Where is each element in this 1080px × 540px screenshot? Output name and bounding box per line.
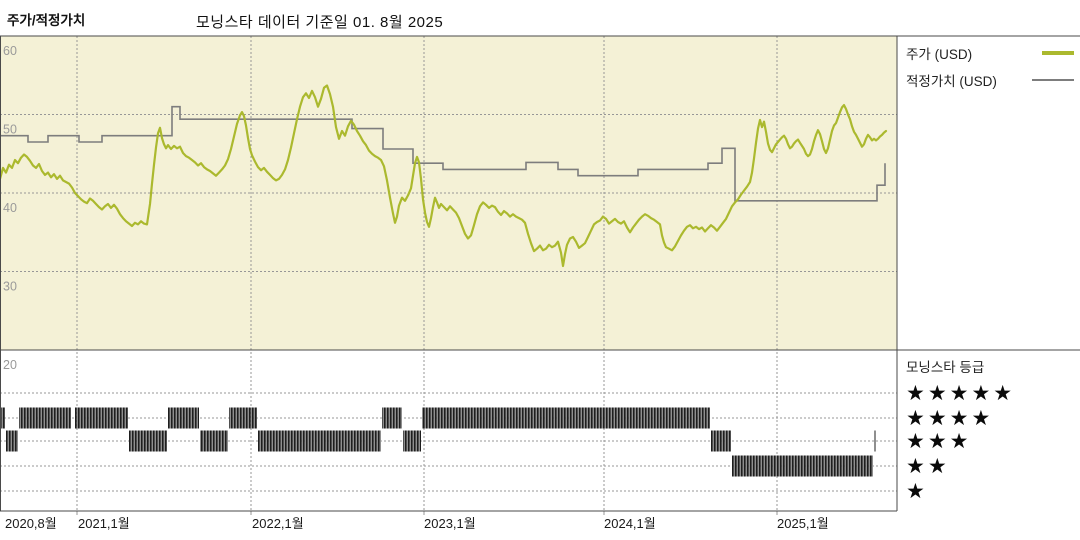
rating-segment-4star [168,407,199,429]
fair-value-line-swatch-icon [1032,78,1074,81]
svg-text:2025,1월: 2025,1월 [777,516,829,531]
rating-row-2-star: ★★ [906,455,950,478]
rating-segment-2star [732,455,873,477]
rating-single-tick [874,430,876,452]
svg-text:2020,8월: 2020,8월 [5,516,57,531]
rating-segment-4star [229,407,257,429]
rating-row-4-star: ★★★★ [906,407,994,430]
legend-price-label: 주가 (USD) [906,46,973,62]
svg-text:40: 40 [3,201,17,215]
data-as-of-title: 모닝스타 데이터 기준일 01. 8월 2025 [196,14,444,31]
rating-segment-4star [0,407,5,429]
rating-segment-3star [403,430,421,452]
rating-row-5-star: ★★★★★ [906,382,1016,405]
rating-segment-3star [6,430,18,452]
price-line-swatch-icon [1042,50,1074,55]
rating-segment-3star [129,430,167,452]
rating-segment-4star [422,407,710,429]
legend-item-price: 주가 (USD) [906,39,1074,66]
svg-text:20: 20 [3,358,17,372]
page-title: 주가/적정가치 [7,13,86,28]
rating-row-1-star: ★ [906,480,928,503]
svg-text:30: 30 [3,280,17,294]
svg-text:2021,1월: 2021,1월 [78,516,130,531]
legend-item-fair-value: 적정가치 (USD) [906,66,1074,93]
svg-text:2023,1월: 2023,1월 [424,516,476,531]
rating-segment-3star [258,430,381,452]
price-line [0,84,888,268]
rating-panel-title: 모닝스타 등급 [906,360,985,375]
svg-text:50: 50 [3,123,17,137]
chart-legend: 주가 (USD) 적정가치 (USD) [898,37,1078,93]
rating-segment-4star [19,407,71,429]
rating-segment-4star [75,407,128,429]
fair-value-line [0,105,886,202]
morningstar-rating-panel: 모닝스타 등급 ★★★★★ ★★★★ ★★★ ★★ ★ [898,350,1080,511]
legend-fair-value-label: 적정가치 (USD) [906,73,997,89]
rating-segment-4star [382,407,402,429]
rating-segment-3star [711,430,731,452]
rating-row-3-star: ★★★ [906,430,972,453]
svg-text:60: 60 [3,44,17,58]
svg-text:2024,1월: 2024,1월 [604,516,656,531]
svg-text:2022,1월: 2022,1월 [252,516,304,531]
rating-segment-3star [200,430,228,452]
